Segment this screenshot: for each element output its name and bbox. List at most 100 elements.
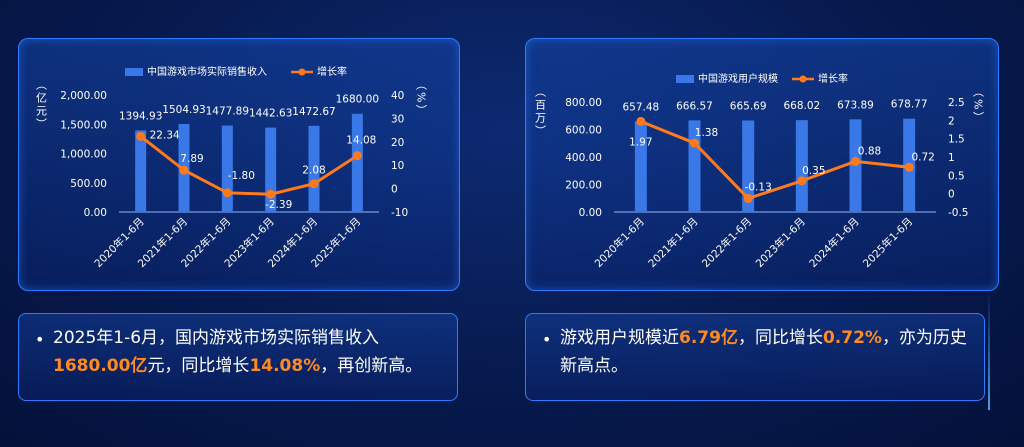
bar-value-label: 1394.93: [119, 110, 162, 122]
y-tick-left: 2,000.00: [60, 90, 107, 102]
growth-value-label: -0.13: [745, 181, 772, 193]
bar-value-label: 1680.00: [336, 94, 379, 106]
note-text: 元，同比增长: [147, 356, 250, 376]
note-text: ，同比增长: [737, 328, 823, 348]
note-highlight: 1680.00亿: [53, 356, 148, 376]
growth-value-label: 22.34: [150, 129, 180, 141]
note-highlight: 14.08%: [249, 356, 321, 376]
y-tick-right: 10: [391, 160, 404, 172]
users-chart: 中国游戏用户规模 增长率（百万） （%）800.00600.00400.00200.…: [534, 72, 985, 270]
decorative-glow-line: [988, 290, 990, 410]
growth-value-label: 0.35: [802, 165, 825, 177]
growth-value-label: 0.72: [911, 151, 934, 163]
bar: [221, 125, 233, 212]
y-tick-left: 800.00: [565, 97, 602, 109]
y-tick-left: 1,000.00: [60, 149, 107, 161]
bar-value-label: 657.48: [622, 102, 659, 114]
note-text: 游戏用户规模近: [560, 328, 679, 348]
y-tick-right: 1: [948, 152, 955, 164]
y-tick-left: 0.00: [579, 207, 602, 219]
bar-value-label: 1442.63: [249, 108, 292, 120]
x-tick-label: 2023年1-6月: [753, 215, 808, 270]
growth-marker: [179, 165, 189, 175]
legend-bar-label: 中国游戏用户规模: [698, 72, 778, 85]
growth-value-label: 7.89: [180, 153, 203, 165]
users-note: • 游戏用户规模近6.79亿，同比增长0.72%，亦为历史新高点。: [525, 313, 985, 401]
x-tick-label: 2021年1-6月: [646, 215, 701, 270]
note-highlight: 6.79亿: [679, 328, 738, 348]
bar-value-label: 673.89: [837, 99, 874, 111]
y-tick-left: 600.00: [565, 125, 602, 137]
bar: [265, 127, 277, 212]
growth-value-label: 14.08: [346, 135, 376, 147]
bar-value-label: 666.57: [676, 100, 713, 112]
y-tick-left: 0.00: [84, 207, 107, 219]
legend-bar-swatch: [125, 68, 143, 76]
growth-marker: [743, 193, 753, 203]
bar-value-label: 678.77: [891, 99, 928, 111]
growth-line: [640, 120, 910, 201]
note-highlight: 0.72%: [822, 328, 882, 348]
growth-marker: [904, 162, 914, 172]
x-tick-label: 2025年1-6月: [860, 215, 915, 270]
growth-value-label: 1.97: [629, 136, 652, 148]
y-axis-right-unit: （%）: [415, 79, 428, 117]
revenue-chart-panel: 中国游戏市场实际销售收入 增长率 （亿元） （%） 2,000.00 1,500.00 1,…: [18, 38, 460, 291]
bar-value-label: 668.02: [783, 100, 820, 112]
growth-line: [139, 135, 359, 196]
bar: [742, 120, 755, 212]
growth-marker: [797, 176, 807, 186]
y-tick-right: 20: [391, 137, 404, 149]
growth-marker: [352, 151, 362, 161]
y-axis-right-unit: （%）: [972, 86, 985, 124]
bar-value-label: 1477.89: [206, 106, 249, 118]
legend-bar-label: 中国游戏市场实际销售收入: [147, 65, 267, 78]
growth-value-label: 2.08: [302, 165, 325, 177]
y-tick-left: 400.00: [565, 152, 602, 164]
y-axis-left-unit: （百万）: [534, 86, 547, 138]
bar: [135, 130, 147, 212]
bar: [351, 113, 363, 212]
legend-bar-swatch: [676, 75, 694, 83]
growth-value-label: 1.38: [695, 127, 718, 139]
y-axis-left-unit: （亿元）: [35, 79, 48, 131]
revenue-note: • 2025年1-6月，国内游戏市场实际销售收入 1680.00亿元，同比增长14…: [18, 313, 458, 401]
y-tick-right: 0: [391, 184, 398, 196]
y-tick-left: 1,500.00: [60, 119, 107, 131]
legend-line-label: 增长率: [818, 72, 848, 85]
growth-value-label: -1.80: [228, 170, 255, 182]
y-tick-right: -10: [391, 207, 408, 219]
note-text: ，亦为历史新高点。: [560, 328, 967, 376]
growth-marker: [690, 138, 699, 148]
y-tick-right: 1.5: [948, 134, 965, 146]
y-tick-right: 2.5: [948, 97, 965, 109]
legend: 中国游戏用户规模 增长率: [676, 72, 848, 85]
revenue-chart: 中国游戏市场实际销售收入 增长率 （亿元） （%） 2,000.00 1,500.00 1,…: [35, 65, 428, 270]
users-chart-panel: 中国游戏用户规模 增长率 （百万） （%） 800.00 600.00 400.00 200.…: [525, 38, 999, 291]
y-tick-right: 40: [391, 90, 404, 102]
growth-marker: [309, 179, 319, 189]
y-tick-left: 200.00: [565, 180, 602, 192]
growth-marker: [636, 116, 646, 126]
bar: [795, 120, 808, 212]
y-tick-left: 500.00: [70, 178, 107, 190]
bar-value-label: 665.69: [730, 100, 767, 112]
note-text: ，再创新高。: [320, 356, 423, 376]
y-tick-right: 2: [948, 115, 955, 127]
legend-line-label: 增长率: [317, 65, 347, 78]
growth-value-label: -2.39: [265, 199, 292, 211]
bullet: •: [35, 330, 45, 349]
x-tick-label: 2020年1-6月: [592, 215, 647, 270]
x-tick-label: 2022年1-6月: [699, 215, 754, 270]
growth-marker: [851, 156, 860, 166]
legend-line-marker: [298, 68, 306, 76]
growth-marker: [222, 188, 232, 198]
y-tick-right: 30: [391, 113, 404, 125]
legend-line-marker: [799, 75, 807, 83]
growth-marker: [136, 131, 146, 141]
legend: 中国游戏市场实际销售收入 增长率: [125, 65, 347, 78]
y-tick-right: -0.5: [948, 207, 969, 219]
growth-marker: [266, 189, 276, 199]
y-tick-right: 0: [948, 189, 955, 201]
note-text: 2025年1-6月，国内游戏市场实际销售收入: [53, 328, 380, 348]
